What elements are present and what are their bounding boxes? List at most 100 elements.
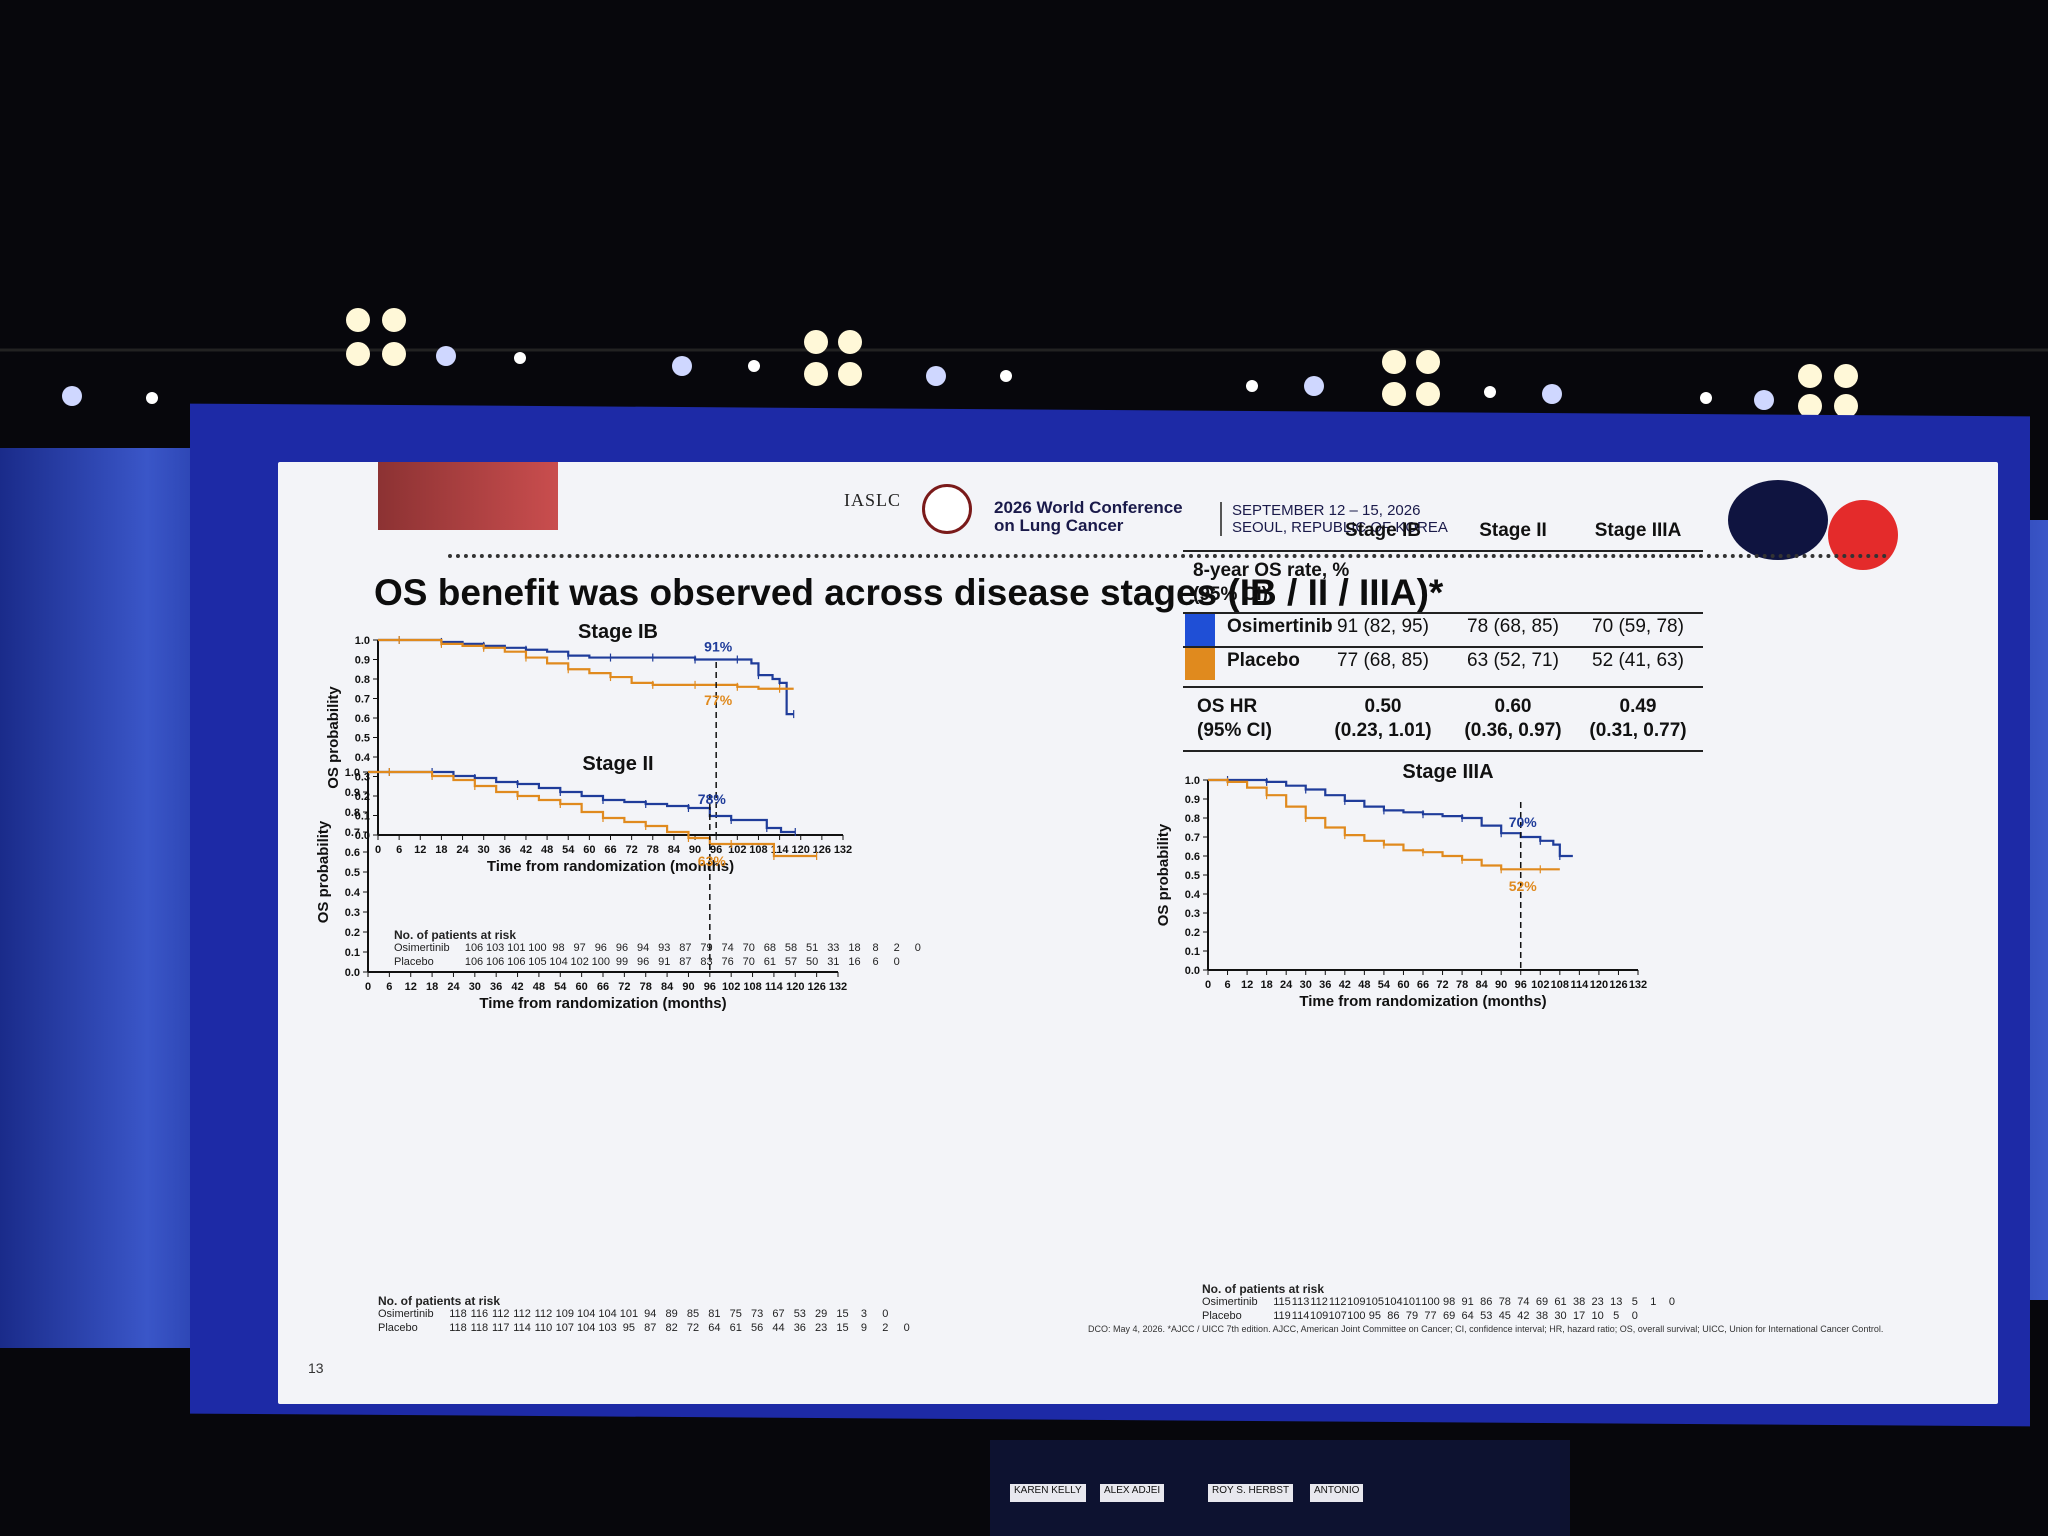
risk-cell: 93 — [658, 942, 671, 954]
x-tick-label: 30 — [478, 844, 490, 856]
risk-cell: 112 — [513, 1308, 531, 1320]
risk-cell: 114 — [513, 1322, 531, 1334]
x-tick-label: 126 — [813, 844, 831, 856]
x-tick-label: 36 — [490, 981, 502, 993]
x-tick-label: 60 — [583, 844, 595, 856]
risk-cell: 13 — [1610, 1296, 1623, 1308]
header-divider — [448, 554, 1888, 558]
risk-row-label: Osimertinib — [1202, 1296, 1258, 1308]
risk-cell: 69 — [1442, 1310, 1456, 1322]
x-tick-label: 66 — [1417, 979, 1429, 991]
y-tick-label: 0.4 — [345, 887, 361, 899]
y-tick-label: 0.6 — [345, 847, 360, 859]
x-tick-label: 96 — [1515, 979, 1527, 991]
risk-table-header: No. of patients at risk — [378, 1294, 501, 1308]
x-tick-label: 90 — [689, 844, 701, 856]
risk-cell: 101 — [507, 942, 526, 954]
x-tick-label: 78 — [640, 981, 652, 993]
risk-cell: 0 — [893, 956, 900, 968]
risk-cell: 0 — [882, 1308, 889, 1320]
header-decoration-red-circle — [1828, 500, 1898, 570]
y-tick-label: 0.8 — [345, 807, 360, 819]
x-axis-label: Time from randomization (months) — [479, 995, 726, 1012]
risk-row: Osimertinib 118 116 112 112 112 109 104 104 101 94… — [378, 1308, 888, 1322]
risk-cell: 94 — [644, 1308, 657, 1320]
y-tick-label: 1.0 — [355, 635, 370, 647]
risk-cell: 53 — [1480, 1310, 1493, 1322]
y-tick-label: 0.2 — [355, 791, 370, 803]
risk-cell: 103 — [485, 942, 505, 954]
risk-cell: 9 — [860, 1322, 867, 1334]
series-line-placebo — [368, 770, 817, 858]
risk-cell: 85 — [686, 1308, 700, 1320]
x-tick-label: 96 — [704, 981, 716, 993]
risk-cell: 100 — [1347, 1310, 1366, 1322]
risk-cell: 51 — [806, 942, 819, 954]
y-tick-label: 0.7 — [355, 694, 370, 706]
x-tick-label: 36 — [1319, 979, 1331, 991]
risk-cell: 42 — [1517, 1310, 1530, 1322]
y-axis-label: OS probability — [325, 686, 342, 789]
km-chart-stage-ii: Stage II 0.0 0.1 0.2 0.3 0.4 0.5 0.6 0.7 0.8 0.9 1.… — [315, 753, 847, 1012]
risk-cell: 106 — [464, 942, 484, 954]
risk-cell: 5 — [1613, 1310, 1620, 1322]
series-line-placebo — [378, 638, 794, 690]
risk-cell: 112 — [534, 1308, 553, 1320]
risk-cell: 107 — [1328, 1310, 1347, 1322]
risk-cell: 113 — [1291, 1296, 1310, 1308]
y-tick-label: 0.9 — [345, 787, 360, 799]
risk-cell: 74 — [1517, 1296, 1530, 1308]
risk-row-label: Placebo — [394, 956, 434, 968]
y-tick-label: 0.9 — [1185, 794, 1200, 806]
risk-cell: 6 — [872, 956, 879, 968]
risk-cell: 119 — [1273, 1310, 1291, 1322]
table-rule — [1183, 550, 1703, 552]
x-tick-label: 114 — [765, 981, 784, 993]
nameplate: ALEX ADJEI — [1100, 1484, 1165, 1502]
x-tick-label: 6 — [1224, 979, 1230, 991]
x-tick-label: 54 — [562, 844, 575, 856]
nameplate: KAREN KELLY — [1010, 1484, 1086, 1502]
risk-cell: 98 — [552, 942, 565, 954]
risk-cell: 78 — [1498, 1296, 1511, 1308]
x-tick-label: 0 — [1205, 979, 1211, 991]
risk-cell: 118 — [470, 1322, 489, 1334]
y-tick-label: 0.1 — [355, 811, 370, 823]
x-tick-label: 78 — [647, 844, 659, 856]
series-line-placebo — [1208, 778, 1560, 871]
hr-ci: (0.23, 1.01) — [1334, 720, 1432, 741]
y-tick-label: 1.0 — [345, 767, 360, 779]
header-decoration-left — [378, 462, 558, 530]
rate-value: 78 (68, 85) — [1467, 616, 1559, 637]
x-tick-label: 90 — [682, 981, 694, 993]
y-tick-label: 0.2 — [1185, 927, 1200, 939]
km-chart-stage-ib: Stage IB 0.0 0.1 0.2 0.3 0.4 0.5 0.6 0.7 0.8 0.9 1.… — [325, 622, 852, 875]
x-tick-label: 54 — [1378, 979, 1391, 991]
x-tick-label: 108 — [1551, 979, 1569, 991]
y-tick-label: 0.6 — [355, 713, 370, 725]
x-tick-label: 48 — [1358, 979, 1370, 991]
risk-table-stage-ib: No. of patients at risk Osimertinib 106 103… — [394, 928, 921, 970]
risk-cell: 101 — [1402, 1296, 1422, 1308]
series-line-osimertinib — [378, 638, 794, 716]
x-tick-label: 48 — [533, 981, 545, 993]
risk-cell: 58 — [784, 942, 798, 954]
risk-cell: 3 — [860, 1308, 867, 1320]
risk-cell: 8 — [872, 942, 879, 954]
risk-cell: 104 — [549, 956, 568, 968]
column-header: Stage IIIA — [1594, 520, 1682, 541]
legend-swatch — [1185, 648, 1215, 680]
footnote: DCO: May 4, 2026. *AJCC / UICC 7th editi… — [1088, 1324, 1884, 1334]
y-tick-label: 0.0 — [345, 967, 360, 979]
risk-cell: 86 — [1480, 1296, 1493, 1308]
risk-row: Osimertinib 106 103 101 100 98 97 96 96 94 93 87 79 7… — [394, 942, 921, 956]
risk-cell: 104 — [1384, 1296, 1403, 1308]
risk-cell: 23 — [815, 1322, 828, 1334]
x-tick-label: 72 — [626, 844, 638, 856]
risk-cell: 116 — [470, 1308, 489, 1320]
risk-cell: 17 — [1572, 1310, 1586, 1322]
risk-cell: 91 — [658, 956, 671, 968]
risk-cell: 2 — [893, 942, 900, 954]
chart-title: Stage II — [582, 753, 653, 775]
x-tick-label: 42 — [520, 844, 532, 856]
